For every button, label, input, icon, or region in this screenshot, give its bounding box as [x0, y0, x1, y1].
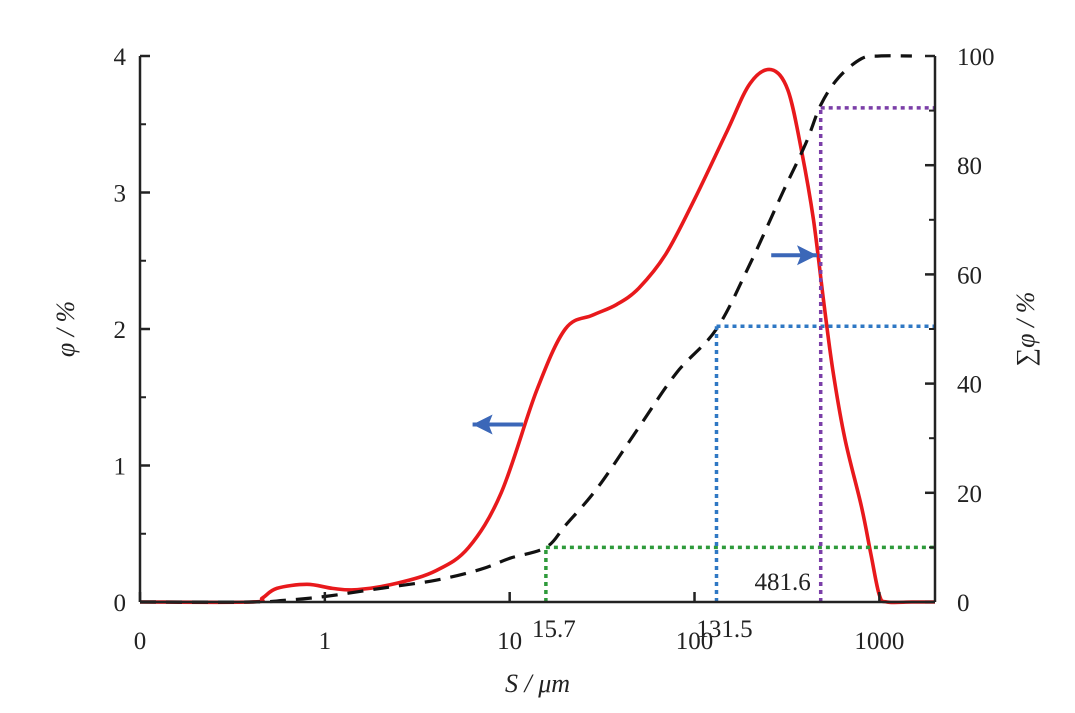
arrow-head — [797, 245, 818, 266]
arrow-head — [472, 414, 493, 435]
y-right-tick-label: 80 — [957, 153, 982, 180]
x-tick-label: 1000 — [854, 628, 904, 655]
y-right-tick-label: 20 — [957, 481, 982, 508]
y-right-tick-label: 40 — [957, 372, 982, 399]
y-axis-left-label: φ / % — [51, 301, 80, 357]
y-right-tick-label: 60 — [957, 262, 982, 289]
marker-label: 15.7 — [532, 616, 576, 643]
arrow-to-right-axis — [771, 245, 818, 266]
frequency-curve — [139, 67, 935, 605]
x-axis-label: S / μm — [505, 669, 570, 698]
x-tick-label: 10 — [497, 628, 522, 655]
y-right-tick-label: 0 — [957, 590, 970, 617]
y-left-tick-label: 1 — [114, 454, 127, 481]
cumulative-curve — [139, 54, 912, 604]
marker-layer — [472, 106, 935, 602]
x-tick-label: 1 — [319, 628, 332, 655]
y-left-tick-label: 0 — [114, 590, 127, 617]
y-left-tick-label: 2 — [114, 317, 127, 344]
y-axis-right-label: ∑φ / % — [1011, 292, 1040, 367]
arrow-to-left-axis — [472, 414, 523, 435]
x-tick-label: 0 — [134, 628, 147, 655]
series-layer — [139, 54, 935, 605]
y-left-tick-label: 3 — [114, 181, 127, 208]
marker-label: 131.5 — [696, 616, 752, 643]
axes-layer — [138, 54, 937, 604]
y-right-tick-label: 100 — [957, 44, 995, 71]
y-left-tick-label: 4 — [114, 44, 127, 71]
x-tick-label: 100 — [676, 628, 714, 655]
marker-label: 481.6 — [754, 569, 810, 596]
